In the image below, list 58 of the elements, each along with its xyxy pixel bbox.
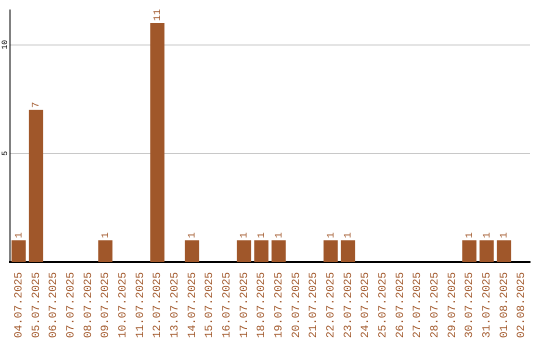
x-tick-label: 12.07.2025 <box>152 272 164 338</box>
x-tick-label: 23.07.2025 <box>342 272 355 338</box>
x-tick-label: 14.07.2025 <box>186 272 199 338</box>
x-tick-label: 15.07.2025 <box>204 272 216 338</box>
data-label: 1 <box>464 232 476 238</box>
x-tick-label: 05.07.2025 <box>30 272 43 338</box>
x-tick-label: 19.07.2025 <box>274 272 286 338</box>
bar <box>98 240 112 262</box>
x-tick-label: 06.07.2025 <box>48 272 60 338</box>
x-tick-label: 29.07.2025 <box>446 272 459 338</box>
bar <box>324 240 338 262</box>
bar <box>272 240 286 262</box>
x-tick-label: 01.08.2025 <box>498 272 511 338</box>
data-label: 1 <box>14 232 26 238</box>
x-tick-label: 10.07.2025 <box>118 272 130 338</box>
x-tick-label: 17.07.2025 <box>238 272 251 338</box>
data-label: 1 <box>500 232 511 238</box>
x-tick-label: 26.07.2025 <box>394 272 407 338</box>
data-label: 7 <box>32 102 43 108</box>
data-label: 1 <box>482 232 494 238</box>
x-tick-label: 09.07.2025 <box>100 272 112 338</box>
x-tick-label: 27.07.2025 <box>412 272 424 338</box>
data-label: 11 <box>152 9 164 22</box>
x-tick-label: 30.07.2025 <box>464 272 476 338</box>
data-label: 1 <box>240 232 251 238</box>
y-tick-label: 5 <box>1 150 10 156</box>
x-tick-label: 13.07.2025 <box>170 272 182 338</box>
bar <box>496 240 512 262</box>
bar <box>28 110 44 262</box>
x-tick-label: 22.07.2025 <box>326 272 338 338</box>
x-tick-label: 11.07.2025 <box>134 272 147 338</box>
bar <box>236 240 252 262</box>
x-tick-label: 07.07.2025 <box>66 272 78 338</box>
bar <box>184 240 200 262</box>
data-label: 1 <box>274 232 286 238</box>
data-label: 1 <box>344 232 355 238</box>
bar <box>462 240 476 262</box>
bar <box>254 240 268 262</box>
x-tick-label: 21.07.2025 <box>308 272 320 338</box>
x-tick-label: 02.08.2025 <box>516 272 528 338</box>
x-tick-label: 25.07.2025 <box>378 272 390 338</box>
x-tick-label: 04.07.2025 <box>14 272 26 338</box>
x-tick-label: 18.07.2025 <box>256 272 268 338</box>
y-tick-label: 10 <box>1 40 10 50</box>
x-tick-label: 31.07.2025 <box>482 272 494 338</box>
bar <box>480 240 494 262</box>
data-label: 1 <box>188 232 199 238</box>
data-label: 1 <box>326 232 338 238</box>
x-tick-label: 24.07.2025 <box>360 272 372 338</box>
bar <box>12 240 26 262</box>
bar <box>340 240 356 262</box>
data-label: 1 <box>256 232 268 238</box>
bar <box>150 23 164 262</box>
x-tick-label: 16.07.2025 <box>222 272 234 338</box>
x-tick-label: 08.07.2025 <box>82 272 95 338</box>
data-label: 1 <box>100 232 112 238</box>
x-tick-label: 28.07.2025 <box>430 272 442 338</box>
x-tick-label: 20.07.2025 <box>290 272 303 338</box>
